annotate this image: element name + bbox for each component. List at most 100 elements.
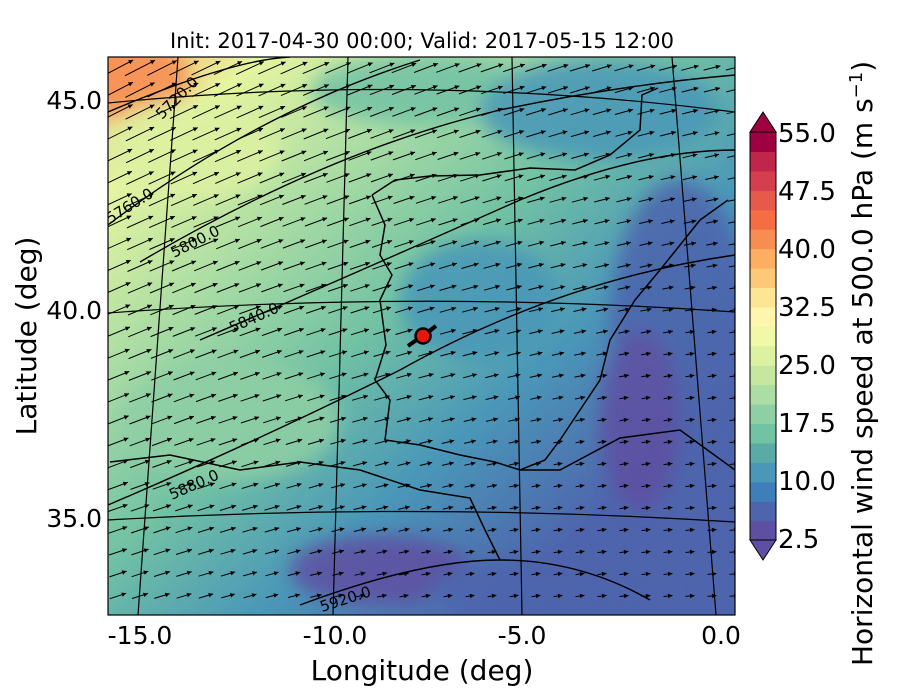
wind-arrow-head bbox=[214, 172, 219, 177]
wind-arrow-head bbox=[215, 61, 221, 66]
wind-arrow-head bbox=[256, 261, 262, 266]
wind-arrow-head bbox=[470, 461, 476, 466]
colorbar-segment bbox=[750, 404, 776, 425]
wind-arrow-head bbox=[623, 483, 629, 489]
wind-arrow-head bbox=[299, 261, 305, 266]
wind-arrow-head bbox=[429, 284, 435, 289]
wind-arrow-head bbox=[559, 351, 565, 356]
wind-arrow-head bbox=[143, 548, 149, 553]
wind-arrow-head bbox=[387, 239, 392, 245]
wind-arrow-head bbox=[537, 373, 543, 378]
wind-arrow-head bbox=[585, 64, 591, 69]
wind-arrow-head bbox=[341, 416, 346, 422]
wind-arrow-shaft bbox=[729, 419, 735, 422]
wind-arrow-shaft bbox=[127, 282, 153, 294]
wind-arrow-shaft bbox=[728, 265, 735, 268]
wind-arrow-head bbox=[491, 527, 497, 533]
wind-arrow-head bbox=[408, 240, 414, 245]
wind-arrow-head bbox=[322, 173, 328, 178]
wind-arrow-head bbox=[230, 548, 236, 554]
wind-arrow-head bbox=[410, 151, 415, 156]
wind-arrow-shaft bbox=[149, 238, 175, 250]
wind-arrow-head bbox=[646, 351, 651, 357]
wind-arrow-shaft bbox=[126, 171, 154, 185]
colorbar-tick-label: 10.0 bbox=[778, 467, 836, 497]
wind-arrow-head bbox=[321, 261, 327, 266]
wind-arrow-head bbox=[408, 284, 414, 289]
wind-arrow-head bbox=[494, 329, 500, 334]
wind-arrow-head bbox=[582, 263, 588, 268]
wind-arrow-head bbox=[517, 262, 522, 268]
wind-arrow-head bbox=[491, 505, 497, 511]
wind-arrow-head bbox=[231, 460, 237, 465]
wind-arrow-head bbox=[274, 549, 279, 554]
wind-arrow-head bbox=[451, 328, 456, 334]
wind-arrow-shaft bbox=[127, 260, 153, 272]
wind-arrow-head bbox=[646, 307, 652, 312]
wind-arrow-head bbox=[126, 215, 132, 220]
wind-arrow-shaft bbox=[729, 397, 735, 400]
wind-arrow-shaft bbox=[729, 485, 735, 487]
wind-arrow-head bbox=[559, 329, 565, 334]
wind-arrow-head bbox=[236, 150, 241, 155]
wind-arrow-head bbox=[168, 349, 174, 354]
wind-arrow-head bbox=[470, 483, 476, 488]
wind-arrow-shaft bbox=[215, 194, 241, 206]
wind-arrow-head bbox=[405, 505, 410, 510]
x-axis-label: Longitude (deg) bbox=[311, 654, 534, 687]
wind-arrow-head bbox=[494, 351, 499, 356]
wind-arrow-head bbox=[364, 284, 370, 289]
x-tick-label: -5.0 bbox=[498, 621, 547, 650]
wind-arrow-head bbox=[169, 260, 175, 265]
wind-arrow-head bbox=[296, 482, 302, 488]
wind-arrow-head bbox=[191, 216, 197, 221]
wind-arrow-head bbox=[189, 415, 194, 421]
wind-arrow-head bbox=[513, 549, 519, 555]
colorbar-tick-label: 55.0 bbox=[778, 119, 836, 149]
wind-arrow-head bbox=[407, 306, 413, 311]
wind-arrow-head bbox=[425, 571, 431, 577]
wind-arrow-head bbox=[491, 593, 497, 599]
wind-arrow-head bbox=[604, 219, 610, 224]
wind-arrow-shaft bbox=[192, 127, 220, 141]
colorbar-segment bbox=[750, 423, 776, 444]
wind-arrow-head bbox=[344, 151, 350, 156]
wind-arrow-shaft bbox=[729, 507, 735, 509]
wind-arrow-head bbox=[583, 196, 589, 202]
wind-arrow-head bbox=[647, 263, 653, 268]
wind-arrow-head bbox=[537, 329, 543, 334]
y-axis-label: Latitude (deg) bbox=[10, 237, 43, 436]
wind-arrow-head bbox=[537, 351, 543, 356]
wind-arrow-head bbox=[645, 505, 651, 511]
wind-arrow-head bbox=[541, 63, 547, 69]
wind-arrow-head bbox=[513, 527, 519, 533]
wind-arrow-head bbox=[428, 417, 433, 422]
wind-arrow-head bbox=[645, 593, 651, 599]
wind-arrow-head bbox=[338, 571, 344, 576]
wind-arrow-head bbox=[367, 106, 373, 111]
wind-arrow-head bbox=[252, 571, 257, 576]
wind-arrow-head bbox=[668, 329, 673, 335]
wind-arrow-head bbox=[296, 527, 301, 532]
wind-arrow-head bbox=[339, 527, 345, 532]
wind-arrow-shaft bbox=[727, 155, 735, 158]
wind-arrow-head bbox=[519, 107, 525, 113]
wind-arrow-head bbox=[365, 261, 370, 267]
wind-arrow-head bbox=[539, 240, 545, 246]
wind-arrow-head bbox=[208, 570, 214, 576]
wind-arrow-head bbox=[210, 438, 216, 443]
wind-arrow-shaft bbox=[126, 215, 154, 229]
wind-arrow-head bbox=[581, 351, 586, 356]
wind-arrow-head bbox=[582, 285, 587, 290]
wind-arrow-shaft bbox=[191, 82, 221, 98]
wind-arrow-head bbox=[343, 239, 349, 244]
wind-arrow-head bbox=[388, 106, 394, 112]
wind-arrow-head bbox=[668, 285, 674, 290]
wind-arrow-head bbox=[667, 505, 673, 511]
wind-arrow-head bbox=[626, 219, 632, 224]
wind-arrow-head bbox=[208, 593, 214, 598]
wind-arrow-shaft bbox=[193, 194, 219, 206]
wind-arrow-head bbox=[715, 86, 721, 92]
wind-arrow-head bbox=[667, 483, 673, 489]
wind-arrow-head bbox=[628, 108, 633, 113]
